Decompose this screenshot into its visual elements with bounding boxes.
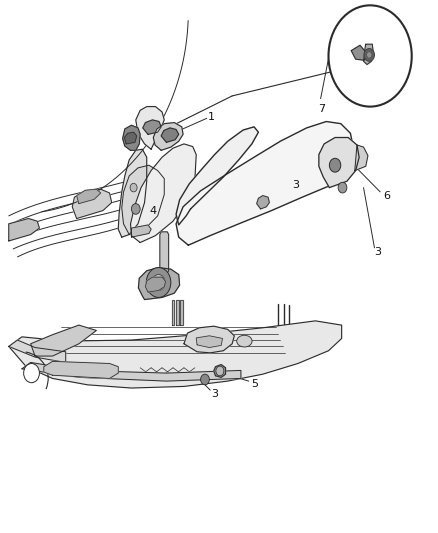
Polygon shape: [123, 125, 140, 150]
Polygon shape: [355, 145, 368, 171]
Polygon shape: [257, 196, 269, 209]
Circle shape: [130, 183, 137, 192]
Polygon shape: [161, 128, 179, 142]
Circle shape: [131, 204, 140, 214]
Polygon shape: [136, 107, 164, 149]
Circle shape: [338, 182, 347, 193]
Text: 6: 6: [383, 191, 390, 201]
Polygon shape: [160, 232, 169, 273]
Polygon shape: [351, 45, 366, 60]
Circle shape: [152, 274, 165, 290]
Circle shape: [216, 366, 224, 376]
Circle shape: [367, 52, 372, 58]
Circle shape: [329, 158, 341, 172]
Text: 3: 3: [292, 181, 299, 190]
Polygon shape: [122, 165, 164, 235]
Circle shape: [328, 5, 412, 107]
Polygon shape: [319, 138, 359, 188]
Polygon shape: [143, 120, 161, 134]
Polygon shape: [131, 225, 151, 237]
Polygon shape: [364, 44, 373, 64]
Polygon shape: [176, 300, 179, 325]
Polygon shape: [176, 122, 354, 245]
Circle shape: [364, 49, 374, 61]
Polygon shape: [138, 268, 180, 300]
Polygon shape: [176, 127, 258, 225]
Polygon shape: [172, 300, 174, 325]
Polygon shape: [184, 326, 234, 353]
Text: 3: 3: [211, 390, 218, 399]
Polygon shape: [22, 362, 241, 381]
Polygon shape: [153, 123, 183, 150]
Polygon shape: [196, 336, 223, 348]
Polygon shape: [124, 132, 137, 144]
Polygon shape: [9, 340, 66, 362]
Circle shape: [146, 268, 171, 297]
Text: 5: 5: [251, 379, 258, 389]
Polygon shape: [131, 144, 196, 243]
Polygon shape: [77, 189, 101, 204]
Polygon shape: [31, 325, 96, 356]
Polygon shape: [180, 300, 183, 325]
Text: 4: 4: [150, 206, 157, 215]
Polygon shape: [72, 189, 112, 219]
Polygon shape: [9, 219, 39, 241]
Polygon shape: [214, 365, 226, 377]
Text: 1: 1: [208, 112, 215, 122]
Polygon shape: [44, 361, 118, 378]
Text: 7: 7: [318, 104, 325, 114]
Ellipse shape: [237, 335, 252, 347]
Text: 3: 3: [374, 247, 381, 256]
Circle shape: [201, 374, 209, 385]
Polygon shape: [145, 277, 166, 292]
Circle shape: [24, 364, 39, 383]
Polygon shape: [9, 321, 342, 388]
Polygon shape: [118, 149, 147, 237]
